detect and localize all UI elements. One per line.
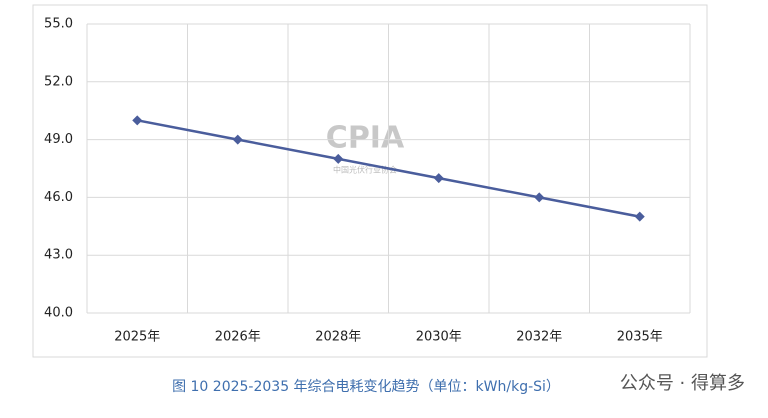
y-tick-label: 46.0 <box>44 190 73 205</box>
x-tick-label: 2026年 <box>215 330 261 345</box>
chart-frame <box>32 4 708 358</box>
watermark-logo: CPIA <box>326 121 405 156</box>
point-marker <box>132 115 143 126</box>
x-tick-label: 2035年 <box>617 330 663 345</box>
x-tick-label: 2032年 <box>516 330 562 345</box>
y-tick-label: 52.0 <box>44 74 73 89</box>
point-marker <box>333 153 344 164</box>
point-marker <box>534 192 545 203</box>
x-tick-label: 2025年 <box>114 330 160 345</box>
point-marker <box>232 134 243 145</box>
source-tag: 公众号 · 得算多 <box>620 373 745 394</box>
series-line <box>137 119 640 218</box>
y-tick-label: 43.0 <box>44 248 73 263</box>
y-tick-label: 40.0 <box>44 306 73 321</box>
watermark-org: 中国光伏行业协会 <box>333 165 397 175</box>
x-tick-label: 2028年 <box>315 330 361 345</box>
caption: 图 10 2025-2035 年综合电耗变化趋势（单位：kWh/kg-Si） <box>172 379 560 395</box>
point-marker <box>634 211 645 222</box>
y-tick-label: 55.0 <box>44 17 73 32</box>
point-marker <box>433 173 444 184</box>
x-tick-label: 2030年 <box>416 330 462 345</box>
y-tick-label: 49.0 <box>44 132 73 147</box>
